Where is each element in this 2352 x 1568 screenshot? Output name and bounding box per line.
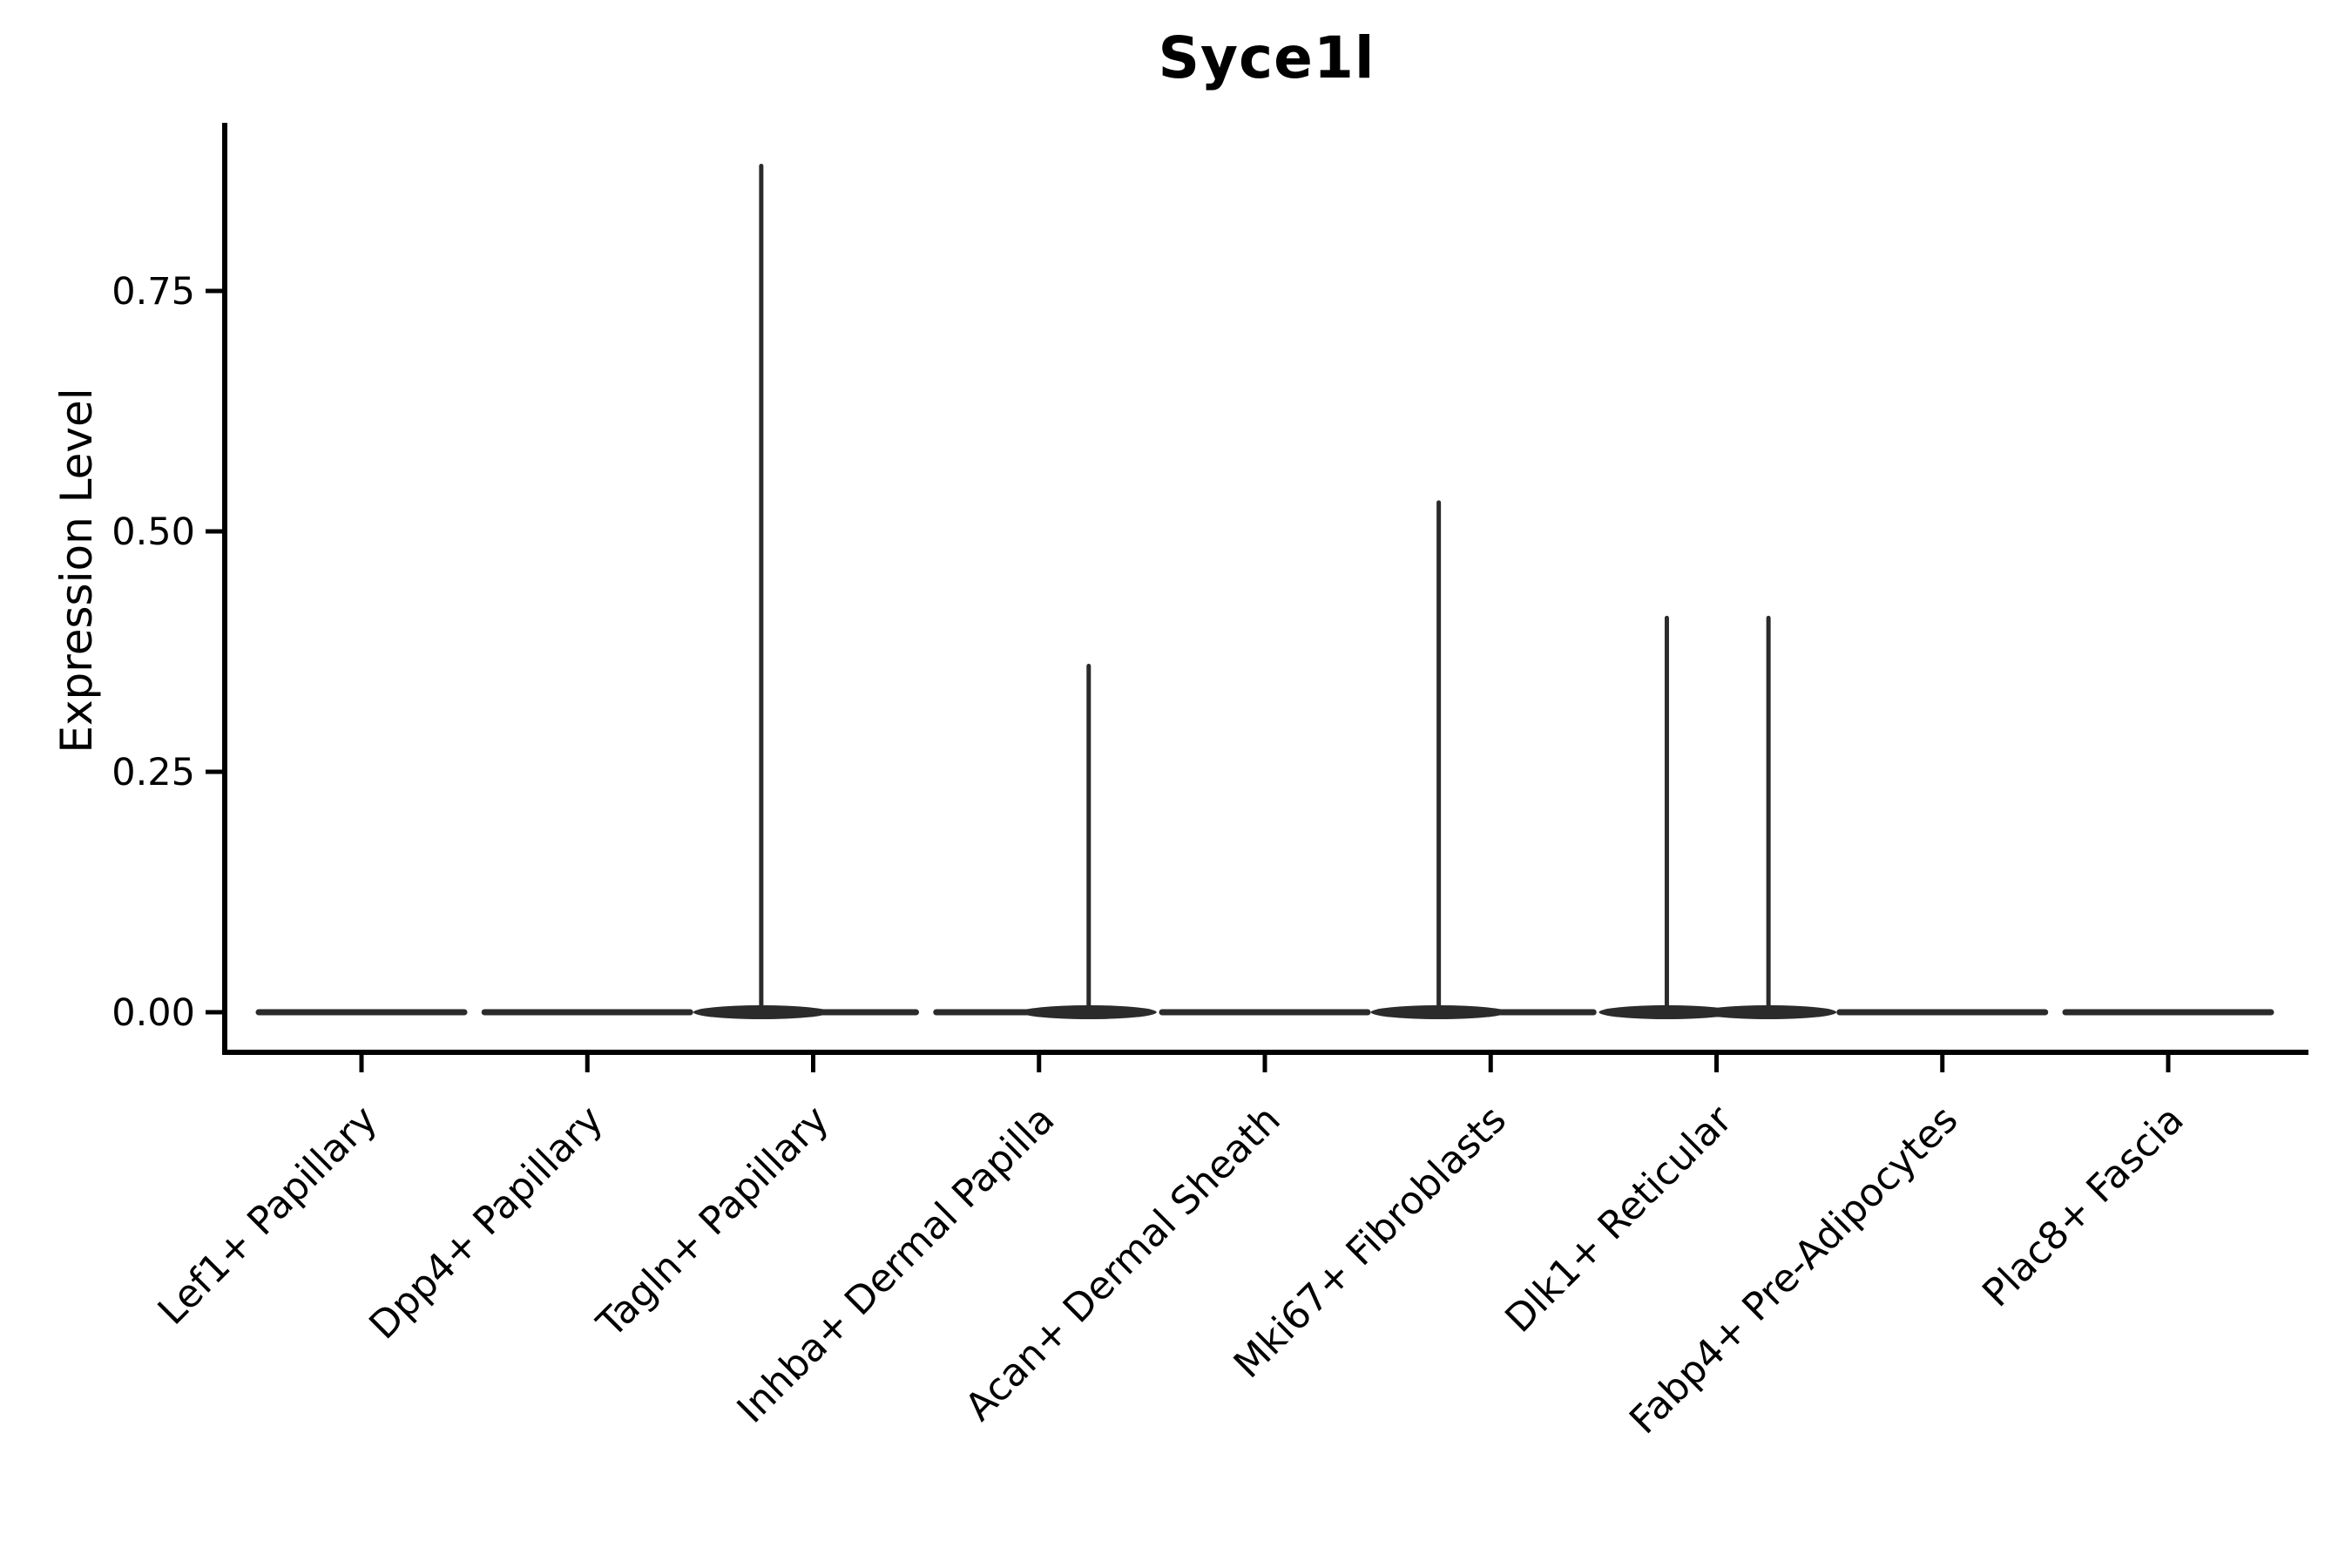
x-tick-label: Tagln+ Papillary (588, 1098, 837, 1347)
plot-title: Syce1l (1158, 24, 1375, 91)
x-tick-label: Dlk1+ Reticular (1497, 1097, 1741, 1342)
x-tick-label: Plac8+ Fascia (1974, 1098, 2193, 1316)
y-tick-label: 0.50 (112, 510, 195, 554)
y-tick-label: 0.00 (112, 991, 195, 1035)
x-tick-label: Lef1+ Papillary (150, 1098, 386, 1334)
y-tick-label: 0.75 (112, 270, 195, 314)
x-tick-label: Dpp4+ Papillary (361, 1098, 612, 1348)
y-tick-label: 0.25 (112, 751, 195, 794)
